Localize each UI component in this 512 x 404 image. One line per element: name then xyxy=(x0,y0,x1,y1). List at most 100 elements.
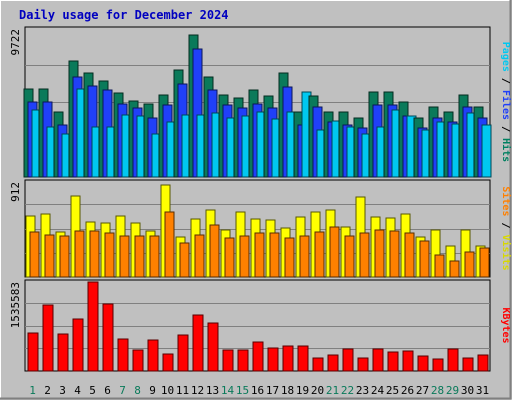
panel-hits-files-pages: 9722 Pages / Files / Hits xyxy=(9,26,512,178)
x-tick-label: 25 xyxy=(386,384,399,397)
x-tick-label: 17 xyxy=(266,384,279,397)
bar-kbytes xyxy=(417,355,429,372)
bar-kbytes xyxy=(147,339,159,372)
panel-visits-sites: 912 Sites / Visits xyxy=(9,179,512,278)
bar-kbytes xyxy=(312,357,324,372)
bar-sites xyxy=(239,235,250,278)
x-tick-label: 26 xyxy=(401,384,414,397)
bar-sites xyxy=(314,231,325,278)
bar-sites xyxy=(119,235,130,278)
bar-sites xyxy=(434,254,445,278)
bar-kbytes xyxy=(42,304,54,372)
x-tick-label: 18 xyxy=(281,384,294,397)
y-axis-label-part: Sites xyxy=(500,186,512,216)
x-tick-label: 15 xyxy=(236,384,249,397)
x-tick-label: 1 xyxy=(29,384,36,397)
y-max-label: 1535583 xyxy=(9,282,22,328)
bar-kbytes xyxy=(87,281,99,372)
bar-kbytes xyxy=(327,354,339,372)
x-axis-labels: 1 2 3 4 5 6 7 8 9 10 11 12 13 14 15 16 17 18 19 20 21 22 23 24 2… xyxy=(29,384,489,397)
bar-kbytes xyxy=(462,357,474,372)
x-tick-label: 29 xyxy=(446,384,459,397)
x-tick-label: 13 xyxy=(206,384,219,397)
bar-sites xyxy=(194,234,205,278)
bar-sites xyxy=(404,232,415,278)
bar-sites xyxy=(359,232,370,278)
x-tick-label: 27 xyxy=(416,384,429,397)
y-axis-label-part: Hits xyxy=(500,138,512,162)
y-axis-label-part: Files xyxy=(500,90,512,120)
bar-kbytes xyxy=(72,318,84,372)
x-tick-label: 14 xyxy=(221,384,235,397)
bar-kbytes xyxy=(447,348,459,372)
bar-kbytes xyxy=(132,349,144,372)
x-tick-label: 3 xyxy=(59,384,66,397)
bar-sites xyxy=(104,232,115,278)
bar-kbytes xyxy=(297,345,309,372)
bar-sites xyxy=(224,237,235,278)
y-axis-label-part: Visits xyxy=(500,235,512,271)
bar-kbytes xyxy=(117,338,129,372)
x-tick-label: 23 xyxy=(356,384,369,397)
x-tick-label: 11 xyxy=(176,384,189,397)
bar-pages xyxy=(481,124,492,178)
bar-kbytes xyxy=(222,349,234,372)
bar-kbytes xyxy=(432,358,444,372)
bar-kbytes xyxy=(282,345,294,372)
y-axis-label-part: KBytes xyxy=(500,307,511,343)
y-axis-label-separator: / xyxy=(500,120,511,138)
bar-sites xyxy=(209,224,220,278)
bar-sites xyxy=(149,235,160,278)
x-tick-label: 31 xyxy=(476,384,489,397)
bar-sites xyxy=(449,260,460,278)
y-axis-label-part: Pages xyxy=(500,42,511,72)
bar-kbytes xyxy=(237,349,249,372)
bar-sites xyxy=(269,232,280,278)
y-axis-label-separator: / xyxy=(500,216,511,234)
x-tick-label: 16 xyxy=(251,384,264,397)
bar-kbytes xyxy=(342,348,354,372)
bar-kbytes xyxy=(207,322,219,372)
bar-sites xyxy=(29,231,40,278)
x-tick-label: 24 xyxy=(371,384,385,397)
x-tick-label: 21 xyxy=(326,384,339,397)
y-axis-label: Sites / Visits xyxy=(500,186,512,270)
x-tick-label: 2 xyxy=(44,384,51,397)
bar-kbytes xyxy=(192,314,204,372)
panel-kbytes: 1535583 KBytes xyxy=(9,279,511,372)
x-tick-label: 5 xyxy=(89,384,96,397)
x-tick-label: 4 xyxy=(74,384,81,397)
bar-kbytes xyxy=(252,341,264,372)
bar-kbytes xyxy=(267,347,279,372)
chart-title: Daily usage for December 2024 xyxy=(19,8,229,22)
bar-kbytes xyxy=(387,351,399,372)
x-tick-label: 6 xyxy=(104,384,111,397)
y-axis-label: Pages / Files / Hits xyxy=(500,42,512,162)
bar-sites xyxy=(344,235,355,278)
bar-sites xyxy=(164,211,175,278)
bar-sites xyxy=(89,230,100,278)
bar-sites xyxy=(59,235,70,278)
y-axis-label: KBytes xyxy=(500,307,511,343)
x-tick-label: 7 xyxy=(119,384,126,397)
bar-kbytes xyxy=(357,357,369,372)
bar-kbytes xyxy=(402,350,414,372)
y-axis-label-separator: / xyxy=(500,72,511,90)
x-tick-label: 20 xyxy=(311,384,324,397)
bar-kbytes xyxy=(162,353,174,372)
bar-kbytes xyxy=(102,303,114,372)
bar-sites xyxy=(479,247,490,278)
bar-sites xyxy=(464,251,475,278)
bar-sites xyxy=(74,230,85,278)
bar-kbytes xyxy=(477,354,489,372)
bar-kbytes xyxy=(27,332,39,372)
bar-sites xyxy=(374,229,385,278)
bar-sites xyxy=(389,230,400,278)
bar-sites xyxy=(329,226,340,278)
bar-kbytes xyxy=(372,348,384,372)
bar-sites xyxy=(284,237,295,278)
x-tick-label: 22 xyxy=(341,384,354,397)
bar-sites xyxy=(419,240,430,278)
x-tick-label: 28 xyxy=(431,384,444,397)
